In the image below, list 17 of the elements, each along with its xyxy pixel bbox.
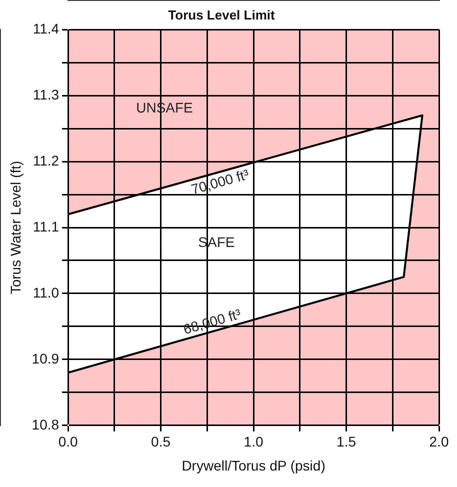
annotation: 68,000 ft³ [181, 306, 244, 338]
x-tick-label: 2.0 [429, 434, 449, 450]
y-tick-label: 11.2 [32, 152, 60, 168]
chart-title: Torus Level Limit [168, 7, 276, 22]
y-tick-label: 11.3 [32, 86, 60, 102]
y-tick-label: 11.0 [32, 284, 60, 300]
x-tick-label: 1.0 [244, 434, 264, 450]
x-tick-label: 0.5 [151, 434, 171, 450]
x-axis-title: Drywell/Torus dP (psid) [182, 457, 326, 474]
y-tick-label: 10.8 [32, 416, 60, 432]
annotation: 70,000 ft³ [189, 166, 252, 198]
x-tick-label: 1.5 [336, 434, 356, 450]
y-tick-label: 10.9 [32, 350, 60, 366]
y-axis-title: Torus Water Level (ft) [7, 160, 24, 294]
y-tick-label: 11.1 [32, 218, 60, 234]
y-tick-label: 11.4 [32, 20, 60, 36]
x-tick-label: 0.0 [58, 434, 78, 450]
